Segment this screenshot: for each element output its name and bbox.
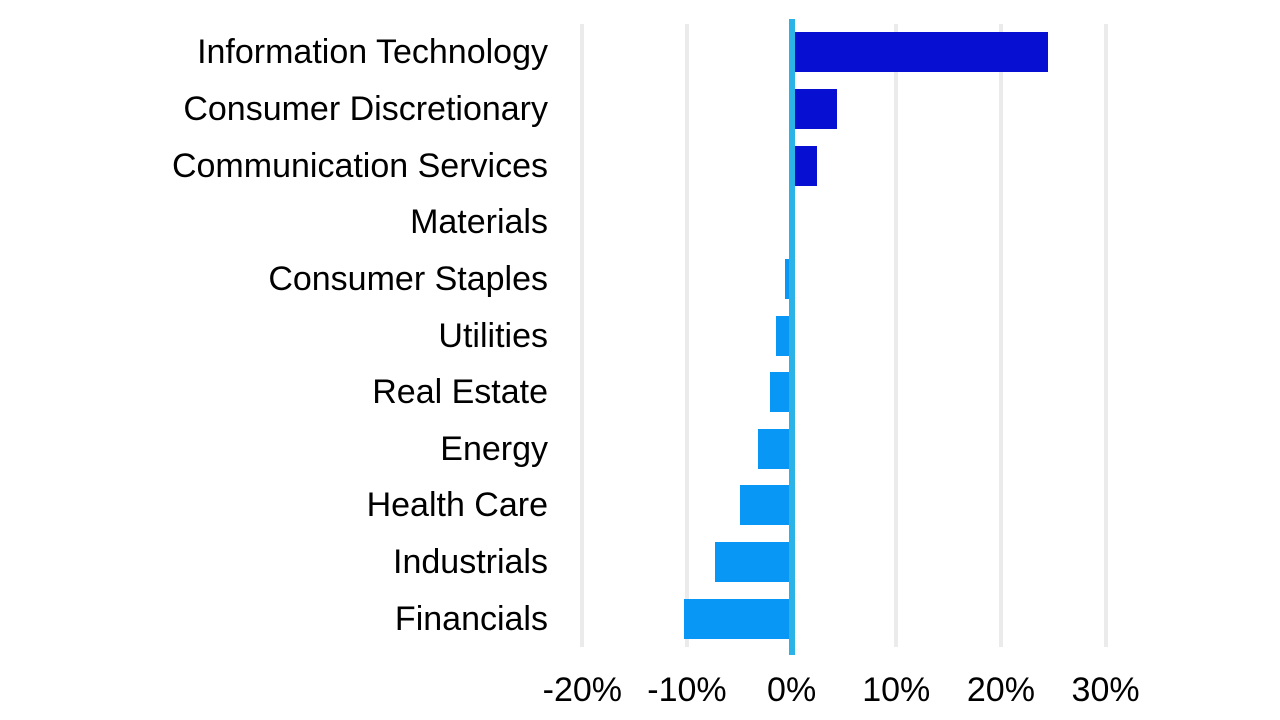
category-label-consumer-staples: Consumer Staples [268, 259, 548, 298]
category-label-industrials: Industrials [393, 543, 548, 582]
x-tick-label--20: -20% [542, 671, 622, 709]
x-tick-label-20: 20% [966, 671, 1035, 709]
bar-information-technology [791, 32, 1049, 73]
gridline-20 [998, 24, 1003, 647]
category-label-real-estate: Real Estate [372, 373, 548, 412]
category-label-utilities: Utilities [438, 316, 548, 355]
bar-energy [758, 428, 792, 469]
zero-axis-line [788, 19, 795, 655]
bar-communication-services [791, 145, 817, 186]
category-label-financials: Financials [394, 599, 548, 638]
bar-industrials [715, 542, 792, 583]
category-label-energy: Energy [440, 429, 548, 468]
bar-real-estate [769, 372, 792, 413]
bar-consumer-staples [785, 258, 792, 299]
bar-health-care [740, 485, 792, 526]
category-label-communication-services: Communication Services [171, 146, 548, 185]
gridline--20 [580, 24, 585, 647]
x-tick-label-30: 30% [1071, 671, 1140, 709]
category-label-information-technology: Information Technology [197, 33, 548, 72]
bar-consumer-discretionary [791, 88, 837, 129]
x-tick-label-0: 0% [767, 671, 817, 709]
category-label-consumer-discretionary: Consumer Discretionary [183, 89, 548, 128]
x-tick-label-10: 10% [862, 671, 931, 709]
bar-utilities [775, 315, 792, 356]
gridline-30 [1103, 24, 1108, 647]
gridline--10 [684, 24, 689, 647]
bar-financials [683, 598, 792, 639]
category-label-materials: Materials [410, 203, 548, 242]
x-tick-label--10: -10% [647, 671, 727, 709]
gridline-10 [894, 24, 899, 647]
category-label-health-care: Health Care [366, 486, 548, 525]
